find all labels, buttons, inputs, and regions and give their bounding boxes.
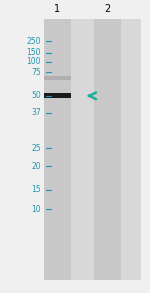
Text: 250: 250 — [27, 37, 41, 45]
Text: 75: 75 — [31, 68, 41, 77]
Text: 1: 1 — [54, 4, 60, 14]
Text: 15: 15 — [32, 185, 41, 194]
FancyBboxPatch shape — [44, 19, 71, 280]
Text: 10: 10 — [32, 205, 41, 214]
Text: 100: 100 — [27, 57, 41, 67]
FancyBboxPatch shape — [44, 93, 71, 98]
Text: 25: 25 — [32, 144, 41, 153]
FancyBboxPatch shape — [46, 19, 141, 280]
FancyBboxPatch shape — [44, 76, 71, 80]
Text: 2: 2 — [104, 4, 111, 14]
FancyBboxPatch shape — [94, 19, 121, 280]
Text: 150: 150 — [27, 48, 41, 57]
Text: 37: 37 — [31, 108, 41, 117]
Text: 50: 50 — [31, 91, 41, 100]
Text: 20: 20 — [32, 162, 41, 171]
